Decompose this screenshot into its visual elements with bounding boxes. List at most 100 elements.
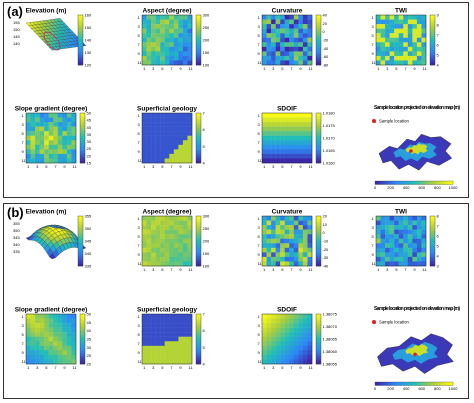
colorbar-segment (196, 134, 201, 136)
heatmap-cell (169, 15, 174, 20)
colorbar-tick-label: 200 (203, 239, 210, 244)
heatmap-cell (381, 248, 386, 253)
heatmap-cell (276, 51, 281, 56)
heatmap-cell (58, 355, 63, 360)
y-tick-label: 7 (138, 243, 141, 248)
heatmap-cell (183, 118, 188, 123)
z-tick-label: 350 (13, 228, 20, 233)
colorbar-segment (443, 382, 447, 386)
heatmap-cell (285, 60, 290, 65)
heatmap-cell (394, 225, 399, 230)
heatmap-cell (35, 337, 40, 342)
colorbar-segment (196, 48, 201, 50)
heatmap-cell (165, 355, 170, 360)
heatmap-cell (294, 257, 299, 262)
heatmap-cell (294, 113, 299, 118)
colorbar-segment (316, 216, 321, 218)
heatmap-cell (44, 149, 49, 154)
heatmap-cell (267, 328, 272, 333)
heatmap-cell (156, 319, 161, 324)
heatmap-cell (267, 140, 272, 145)
x-tick-label: 1 (143, 267, 146, 272)
heatmap-cell (285, 42, 290, 47)
heatmap-cell (289, 234, 294, 239)
heatmap-cell (187, 355, 192, 360)
colorbar-tick-label: 45 (87, 320, 92, 325)
heatmap-cell (187, 328, 192, 333)
colorbar-segment (430, 48, 435, 50)
heatmap-cell (169, 60, 174, 65)
heatmap-cell (151, 234, 156, 239)
heatmap-cell (298, 33, 303, 38)
heatmap-cell (44, 113, 49, 118)
x-tick-label: 7 (290, 164, 293, 169)
colorbar-tick-label: 340 (85, 251, 92, 256)
heatmap-cell (289, 60, 294, 65)
heatmap-cell (142, 127, 147, 132)
heatmap-cell (298, 131, 303, 136)
colorbar-segment (430, 241, 435, 243)
heatmap-cell (307, 248, 312, 253)
heatmap-cell (381, 243, 386, 248)
heatmap-cell (160, 337, 165, 342)
heatmap-cell (178, 51, 183, 56)
heatmap-cell (183, 38, 188, 43)
heatmap-cell (160, 314, 165, 319)
heatmap-cell (147, 328, 152, 333)
heatmap-cell (390, 239, 395, 244)
heatmap-cell (165, 122, 170, 127)
heatmap-cell (394, 243, 399, 248)
heatmap-cell (165, 221, 170, 226)
x-tick-label: 9 (413, 267, 416, 272)
heatmap-cell (294, 239, 299, 244)
heatmap-cell (160, 346, 165, 351)
heatmap-cell (298, 346, 303, 351)
heatmap-cell (289, 323, 294, 328)
colorbar-tick-label: 35 (87, 337, 92, 342)
heatmap-cell (142, 56, 147, 61)
heatmap-cell (165, 140, 170, 145)
heatmap-cell (303, 239, 308, 244)
heatmap-cell (280, 328, 285, 333)
heatmap-cell (271, 216, 276, 221)
heatmap-cell (271, 33, 276, 38)
x-tick-label: 1 (27, 365, 30, 370)
heatmap-cell (44, 332, 49, 337)
heatmap-cell (44, 346, 49, 351)
heatmap-cell (285, 29, 290, 34)
colorbar-segment (78, 235, 83, 237)
heatmap-cell (262, 29, 267, 34)
y-tick-label: 5 (138, 234, 141, 239)
colorbar-segment (316, 148, 321, 150)
heatmap-cell (294, 323, 299, 328)
heatmap-cell (417, 20, 422, 25)
heatmap-cell (156, 33, 161, 38)
heatmap-cell (303, 225, 308, 230)
heatmap-cell (376, 42, 381, 47)
heatmap-cell (307, 20, 312, 25)
heatmap-cell (35, 127, 40, 132)
heatmap-cell (285, 319, 290, 324)
colorbar-segment (196, 30, 201, 32)
heatmap-cell (151, 341, 156, 346)
heatmap-cell (71, 355, 76, 360)
colorbar-segment (316, 314, 321, 316)
colorbar-segment (430, 251, 435, 253)
heatmap-cell (187, 154, 192, 159)
heatmap-cell (285, 252, 290, 257)
colorbar-segment (196, 21, 201, 23)
x-tick-label: 5 (161, 66, 164, 71)
heatmap-cell (71, 145, 76, 150)
heatmap-cell (376, 221, 381, 226)
heatmap-cell (58, 350, 63, 355)
heatmap-cell (174, 257, 179, 262)
heatmap-cell (49, 341, 54, 346)
heatmap-cell (381, 257, 386, 262)
heatmap-cell (71, 127, 76, 132)
colorbar-segment (78, 42, 83, 44)
x-tick-label: 9 (179, 267, 182, 272)
heatmap-cell (412, 257, 417, 262)
heatmap-cell (67, 122, 72, 127)
colorbar-segment (196, 247, 201, 249)
